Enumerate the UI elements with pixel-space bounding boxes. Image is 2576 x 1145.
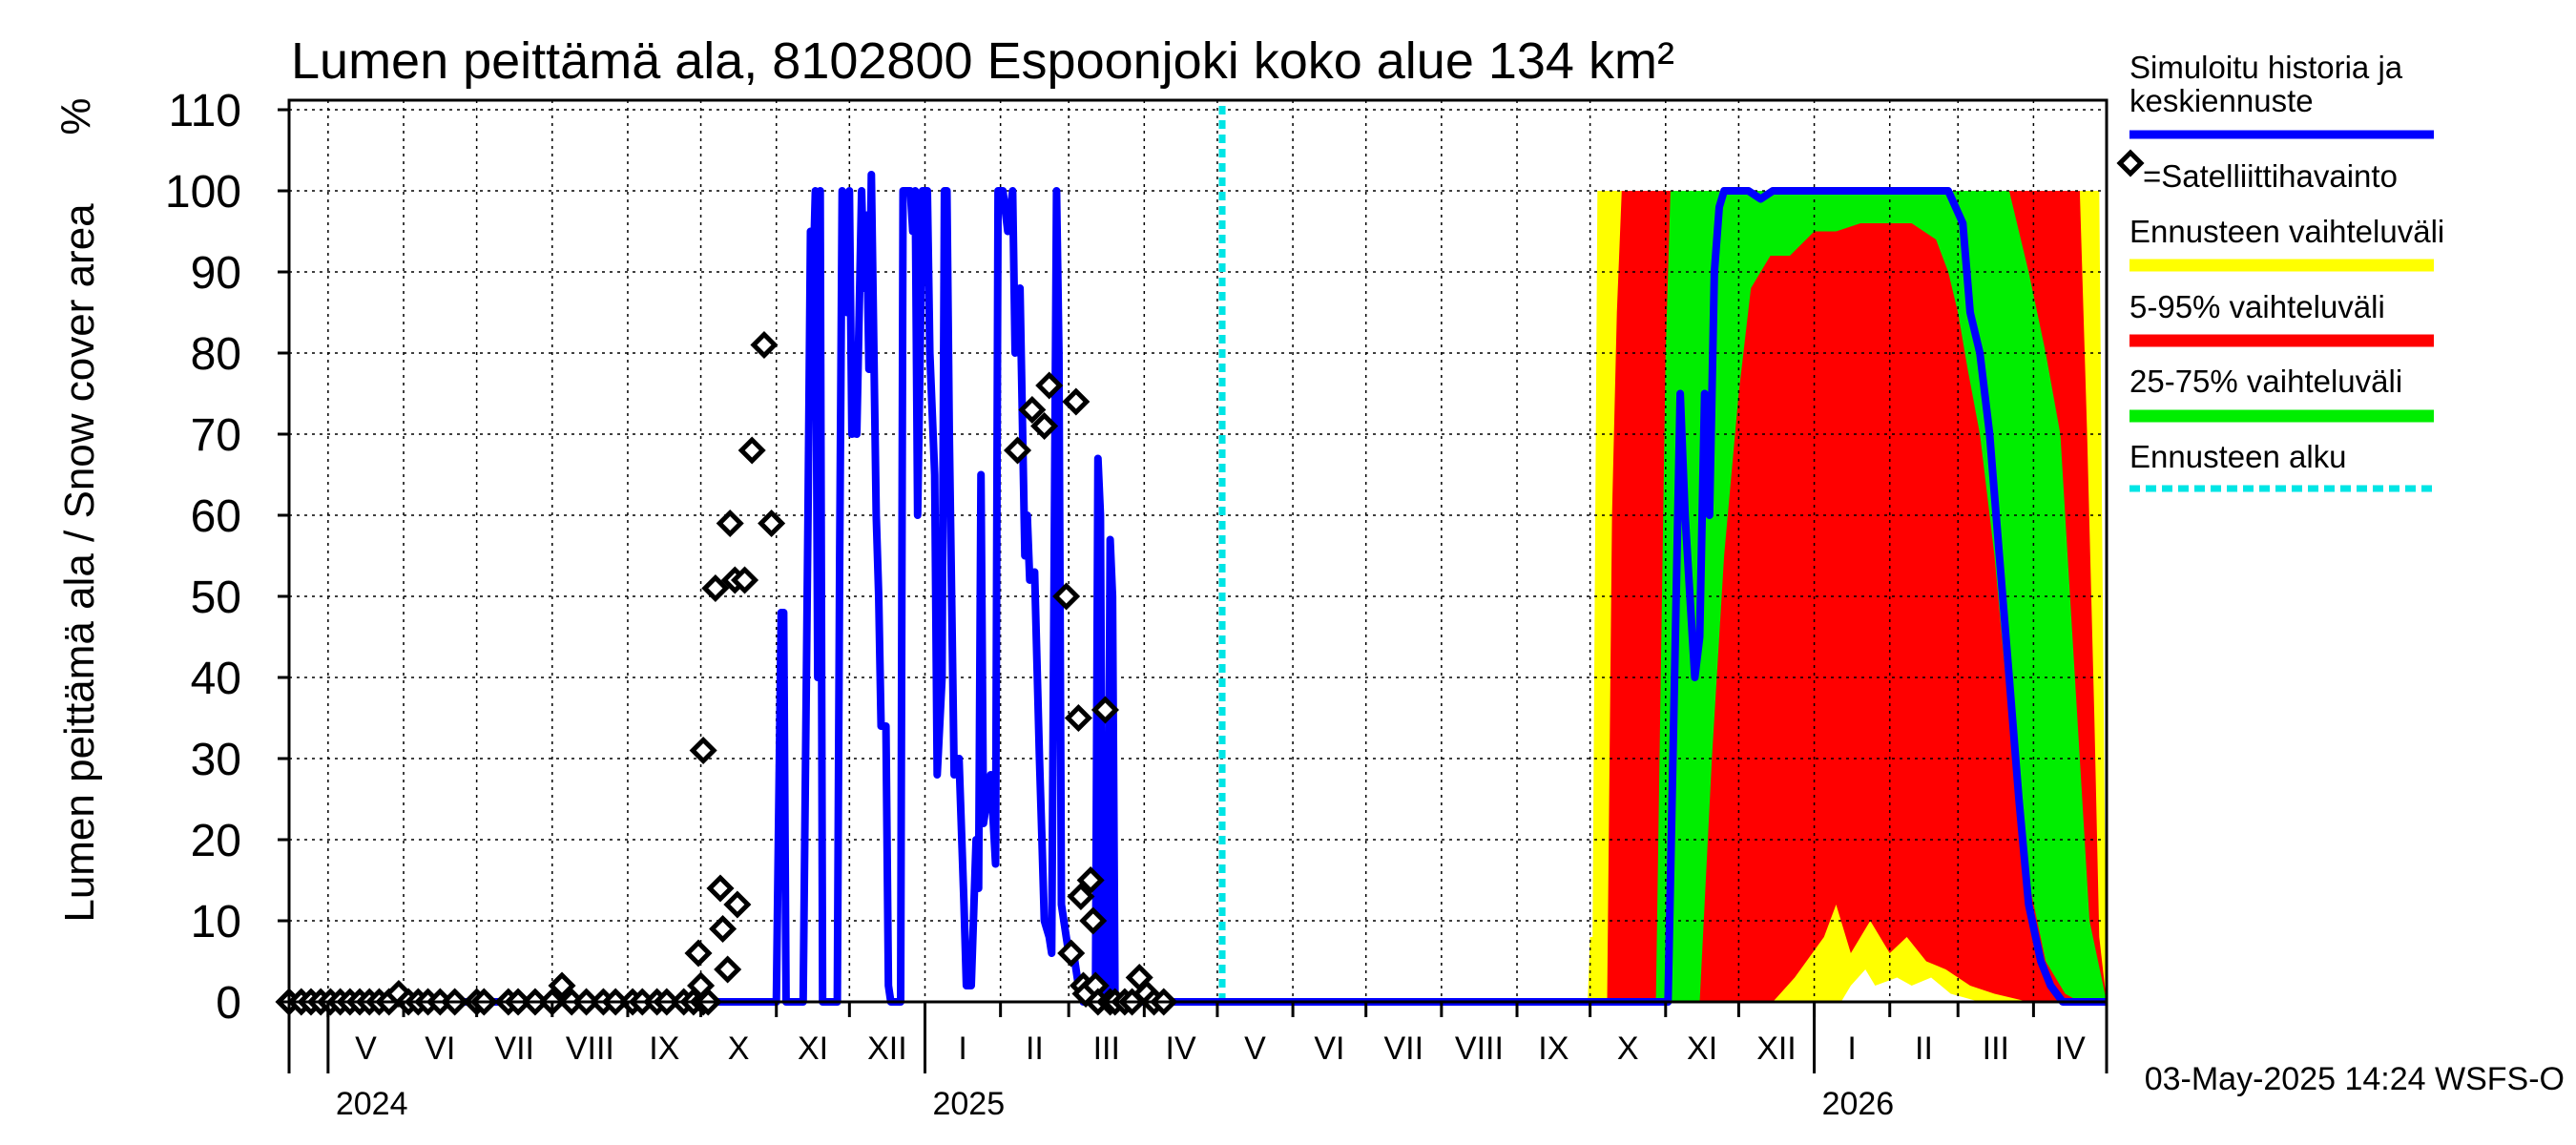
y-tick-label: 50 <box>191 572 241 623</box>
observation-point <box>1076 865 1105 895</box>
legend-label-satellite: =Satelliittihavainto <box>2143 158 2398 194</box>
observation-point <box>1079 906 1108 935</box>
observation-point <box>706 874 735 903</box>
observation-point <box>1003 436 1032 465</box>
legend-label-simulated-line2: keskiennuste <box>2129 83 2314 118</box>
observation-point <box>1018 395 1047 425</box>
series-line-0 <box>289 171 2107 1006</box>
month-label: IV <box>1166 1030 1196 1067</box>
y-tick-label: 80 <box>191 329 241 380</box>
y-tick-label: 10 <box>191 897 241 947</box>
month-label: III <box>1983 1030 2009 1067</box>
chart-title: Lumen peittämä ala, 8102800 Espoonjoki k… <box>291 32 1674 90</box>
chart-footer: 03-May-2025 14:24 WSFS-O <box>2145 1061 2565 1097</box>
observation-point <box>737 436 766 465</box>
legend-swatch-satellite <box>2116 149 2145 177</box>
observation-point <box>714 955 742 984</box>
month-label: IV <box>2055 1030 2086 1067</box>
series-lines <box>289 171 2107 1006</box>
year-label: 2024 <box>336 1086 408 1122</box>
legend-label-3: 5-95% vaihteluväli <box>2129 289 2385 324</box>
legend-label-2: Ennusteen vaihteluväli <box>2129 214 2444 249</box>
year-label: 2026 <box>1822 1086 1895 1122</box>
month-label: XII <box>1756 1030 1797 1067</box>
month-label: VIII <box>1455 1030 1504 1067</box>
observation-point <box>1062 387 1091 416</box>
y-tick-label: 60 <box>191 491 241 542</box>
month-label: VIII <box>566 1030 614 1067</box>
month-label: VII <box>494 1030 534 1067</box>
observation-point <box>548 971 576 1000</box>
observation-point <box>716 509 744 538</box>
y-tick-label: 90 <box>191 248 241 299</box>
observation-point <box>750 330 779 360</box>
observation-point <box>701 573 730 603</box>
month-label: X <box>1617 1030 1639 1067</box>
observation-point <box>689 736 717 765</box>
band-2 <box>1655 191 2107 1002</box>
observation-point <box>1030 411 1059 441</box>
observation-point <box>730 566 759 594</box>
month-label: V <box>1244 1030 1266 1067</box>
y-tick-label: 20 <box>191 816 241 866</box>
month-label: XII <box>867 1030 907 1067</box>
observation-point <box>758 509 786 538</box>
y-tick-label: 100 <box>165 167 241 218</box>
observation-point <box>709 914 737 944</box>
month-label: V <box>355 1030 377 1067</box>
observation-point <box>1057 939 1086 968</box>
observation-point <box>1091 696 1119 724</box>
month-label: VI <box>1314 1030 1344 1067</box>
month-label: I <box>1847 1030 1856 1067</box>
month-label: II <box>1915 1030 1933 1067</box>
legend-label-4: 25-75% vaihteluväli <box>2129 364 2402 399</box>
month-label: II <box>1026 1030 1044 1067</box>
y-tick-label: 30 <box>191 735 241 785</box>
month-label: XI <box>798 1030 828 1067</box>
legend-label-simulated-line1: Simuloitu historia ja <box>2129 50 2403 85</box>
observation-point <box>1064 703 1092 733</box>
month-label: III <box>1093 1030 1120 1067</box>
y-axis-label: Lumen peittämä ala / Snow cover area <box>56 203 103 923</box>
month-label: IX <box>1538 1030 1568 1067</box>
observation-point <box>723 890 752 919</box>
month-label: I <box>958 1030 966 1067</box>
y-tick-label: 110 <box>168 86 241 136</box>
observation-point <box>684 939 713 968</box>
month-label: XI <box>1687 1030 1717 1067</box>
observation-point <box>1067 882 1095 911</box>
year-label: 2025 <box>932 1086 1005 1122</box>
month-label: VII <box>1383 1030 1423 1067</box>
plot-frame <box>287 98 2109 1004</box>
y-axis-unit: % <box>52 97 99 135</box>
observation-point <box>687 971 716 1000</box>
legend-label-5: Ennusteen alku <box>2129 439 2347 474</box>
y-tick-label: 40 <box>191 654 241 704</box>
month-label: X <box>728 1030 750 1067</box>
y-tick-label: 0 <box>216 978 241 1029</box>
observation-point <box>1035 371 1064 400</box>
observation-point <box>1052 582 1081 611</box>
month-label: VI <box>425 1030 455 1067</box>
y-tick-label: 70 <box>191 410 241 461</box>
month-label: IX <box>649 1030 679 1067</box>
